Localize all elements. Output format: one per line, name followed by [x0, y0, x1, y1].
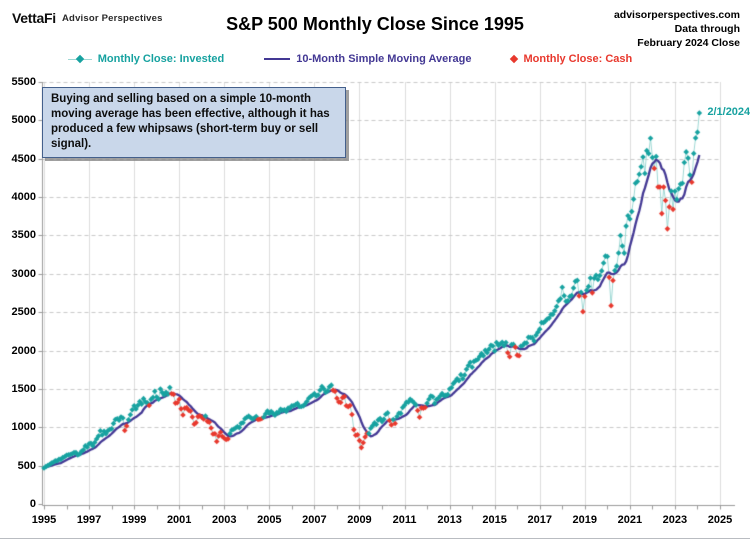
footer-divider: [0, 538, 750, 539]
y-tick-label: 3000: [11, 267, 36, 280]
x-tick-label: 2001: [166, 514, 192, 526]
annotation-callout: Buying and selling based on a simple 10-…: [42, 87, 346, 158]
y-tick-label: 1000: [11, 421, 36, 434]
y-tick-label: 0: [29, 498, 36, 510]
y-tick-label: 5000: [11, 114, 36, 127]
x-tick-label: 2023: [662, 514, 688, 526]
y-tick-label: 4000: [11, 191, 36, 204]
x-tick-label: 2017: [527, 514, 552, 526]
x-tick-label: 2009: [347, 514, 372, 526]
y-tick-label: 1500: [11, 382, 36, 395]
last-point-date-label: 2/1/2024: [707, 105, 750, 118]
x-tick-label: 2021: [617, 514, 643, 526]
x-tick-label: 1995: [31, 514, 57, 526]
x-tick-label: 2005: [257, 514, 282, 526]
x-tick-label: 2013: [437, 514, 462, 526]
y-tick-label: 5500: [11, 76, 36, 88]
x-tick-label: 2019: [572, 514, 598, 526]
y-tick-label: 2500: [11, 306, 36, 319]
x-tick-label: 2003: [212, 514, 237, 526]
y-tick-label: 4500: [11, 152, 36, 165]
y-tick-label: 2000: [11, 344, 36, 357]
x-tick-label: 2025: [707, 514, 733, 526]
x-tick-label: 1999: [121, 514, 147, 526]
x-tick-label: 2015: [482, 514, 507, 526]
y-tick-label: 500: [17, 459, 36, 472]
x-tick-label: 2007: [302, 514, 327, 526]
y-tick-label: 3500: [11, 229, 36, 242]
x-tick-label: 2011: [392, 514, 417, 526]
x-tick-label: 1997: [76, 514, 102, 526]
